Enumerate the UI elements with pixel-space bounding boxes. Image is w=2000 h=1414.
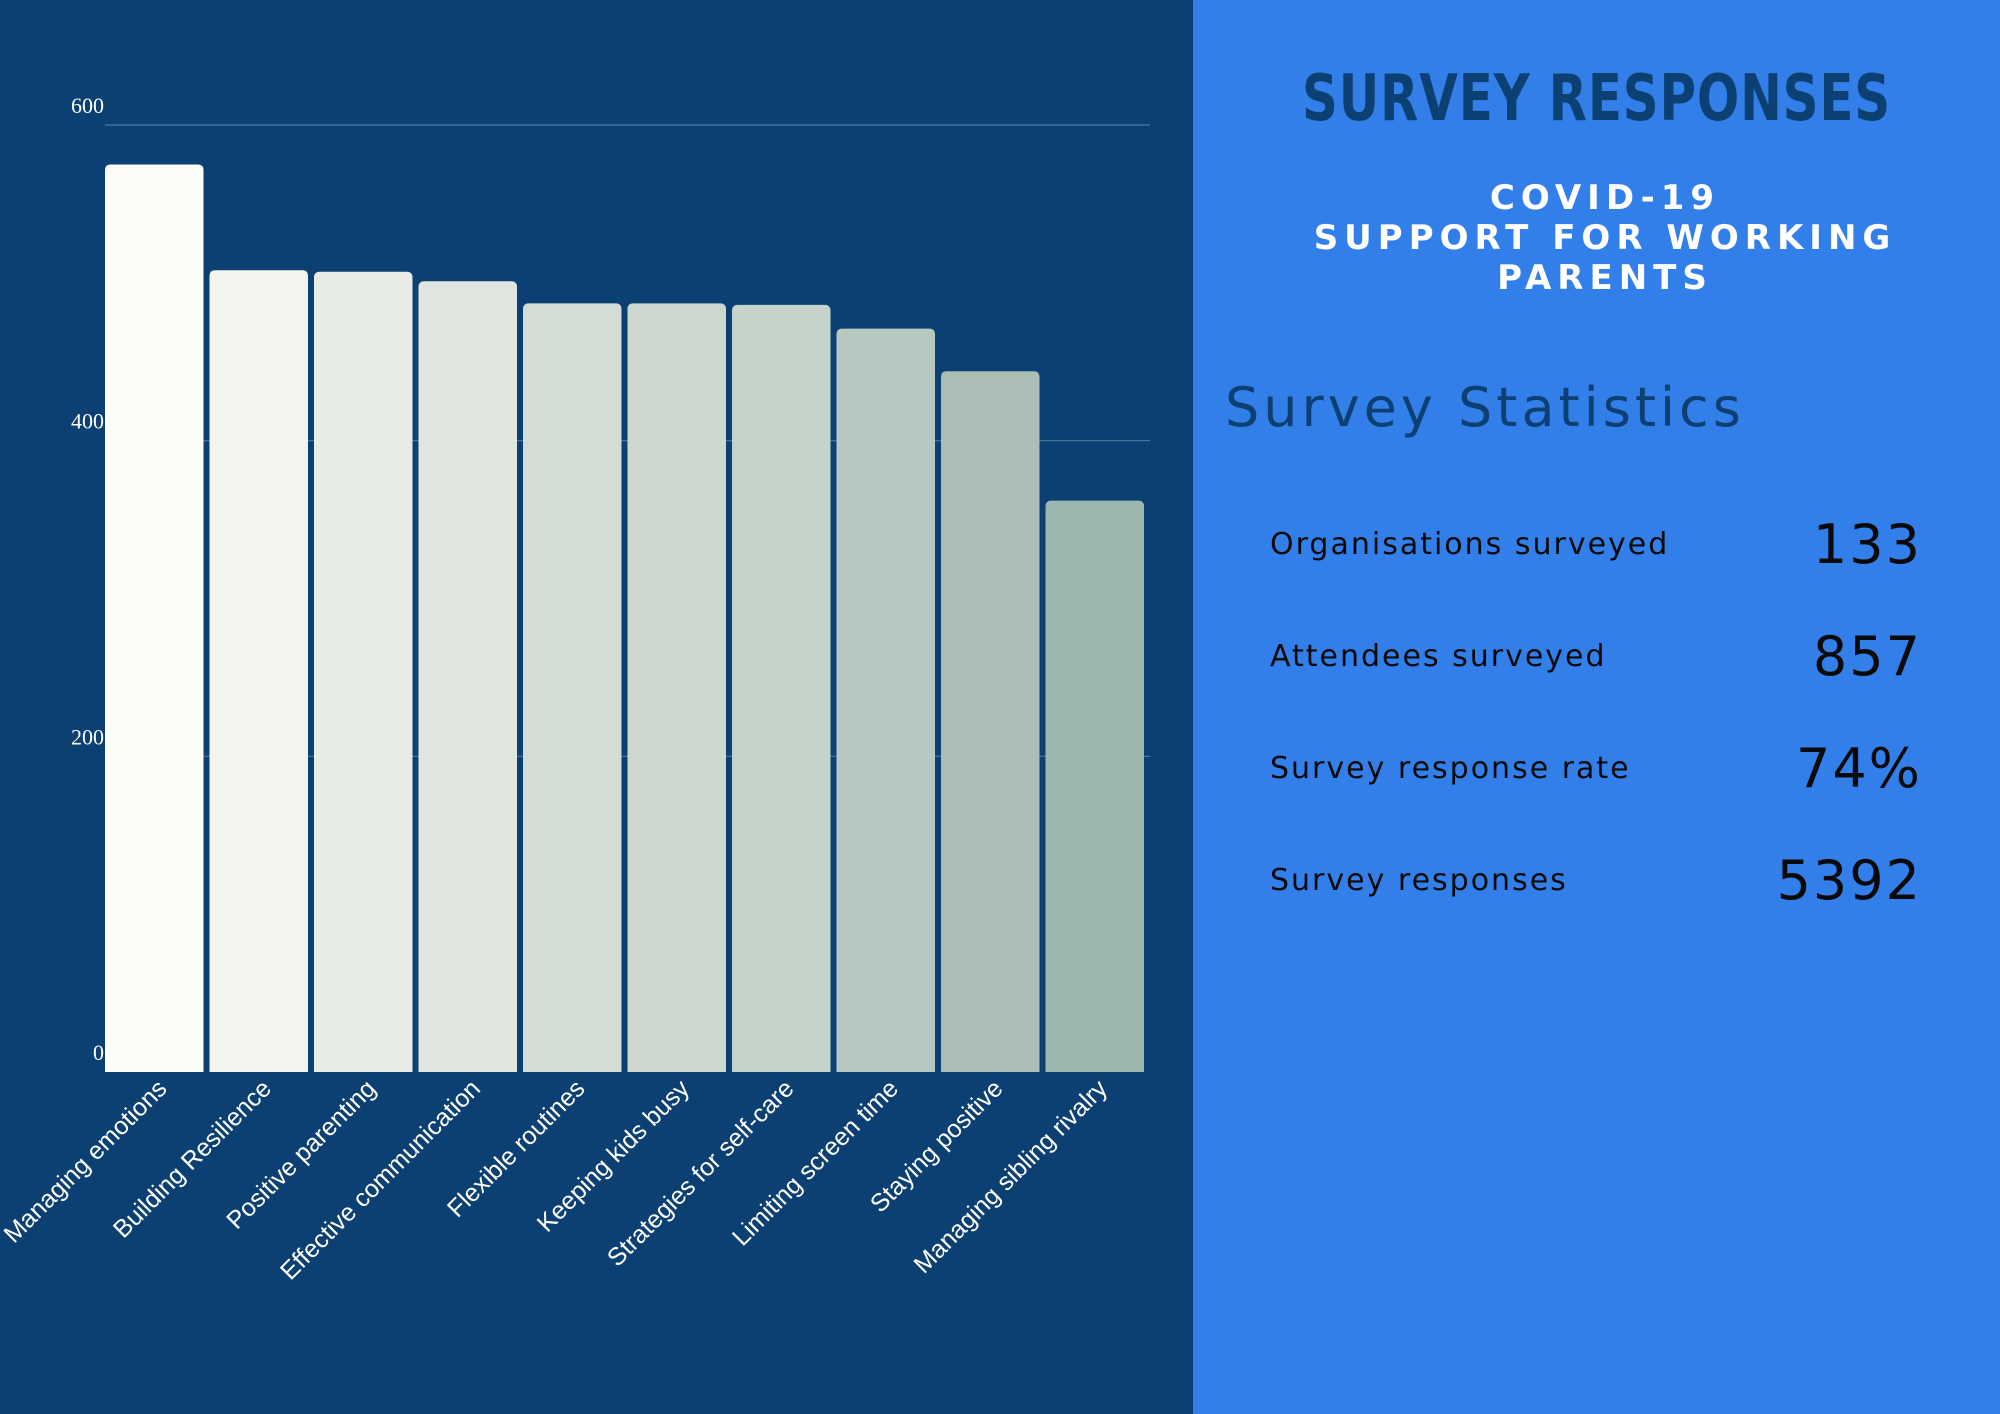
subtitle-line: PARENTS	[1497, 258, 1713, 298]
chart-panel: 0 200 400 600 Managing emotions Building Resi…	[0, 0, 1193, 1414]
bar-base	[105, 1064, 204, 1072]
bar	[1045, 500, 1144, 1073]
stat-label: Survey responses	[1270, 862, 1568, 898]
y-tick-label: 600	[71, 93, 104, 118]
x-tick-label: Strategies for self-care	[602, 1074, 800, 1272]
y-tick-label: 0	[93, 1040, 104, 1065]
stat-value: 857	[1812, 624, 1922, 688]
subtitle-line: SUPPORT FOR WORKING	[1313, 218, 1897, 258]
subtitle: COVID-19 SUPPORT FOR WORKING PARENTS	[1193, 178, 2000, 298]
bar-base	[1045, 1064, 1144, 1072]
y-tick-label: 200	[71, 724, 104, 749]
x-tick-label: Effective communication	[275, 1074, 486, 1285]
stat-value: 133	[1812, 512, 1922, 576]
bar-base	[836, 1064, 935, 1072]
bar	[314, 271, 413, 1072]
bar	[209, 270, 308, 1072]
subtitle-line: COVID-19	[1489, 178, 1721, 218]
section-title: Survey Statistics	[1225, 376, 1745, 439]
bar	[627, 303, 726, 1072]
stat-row-responses: Survey responses 5392	[1270, 845, 1922, 915]
bar-base	[209, 1064, 308, 1072]
x-tick-label: Managing sibling rivalry	[908, 1074, 1113, 1279]
stat-label: Attendees surveyed	[1270, 638, 1607, 674]
bar-base	[732, 1064, 831, 1072]
stat-row-response-rate: Survey response rate 74%	[1270, 733, 1922, 803]
bar	[732, 304, 831, 1072]
bar	[418, 281, 517, 1072]
stat-label: Organisations surveyed	[1270, 526, 1670, 562]
bar	[523, 303, 622, 1072]
stat-row-organisations: Organisations surveyed 133	[1270, 509, 1922, 579]
bar	[941, 371, 1040, 1073]
page-title: SURVEY RESPONSES	[1302, 62, 1891, 136]
bar-base	[627, 1064, 726, 1072]
bar	[836, 328, 935, 1073]
stat-value: 5392	[1776, 848, 1922, 912]
bar-base	[418, 1064, 517, 1072]
stat-value: 74%	[1795, 736, 1922, 800]
bar-base	[941, 1064, 1040, 1072]
bar	[105, 164, 204, 1073]
info-panel: SURVEY RESPONSES COVID-19 SUPPORT FOR WO…	[1193, 0, 2000, 1414]
stat-label: Survey response rate	[1270, 750, 1631, 786]
stat-row-attendees: Attendees surveyed 857	[1270, 621, 1922, 691]
bar-base	[523, 1064, 622, 1072]
y-tick-label: 400	[71, 409, 104, 434]
bar-base	[314, 1064, 413, 1072]
